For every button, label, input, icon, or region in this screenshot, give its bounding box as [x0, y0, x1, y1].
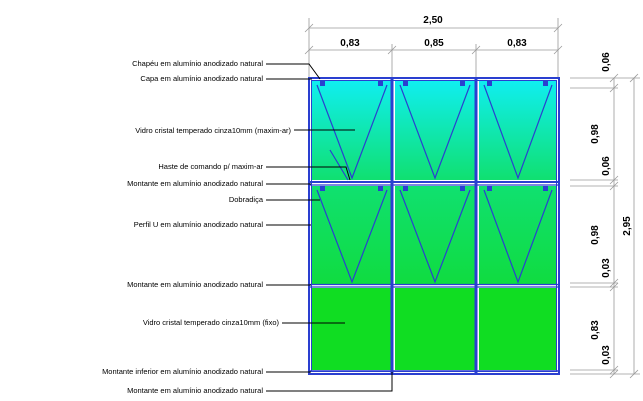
bottom-height: 0,03: [601, 345, 612, 365]
hinges: [320, 81, 548, 191]
label-capa: Capa em alumínio anodizado natural: [140, 74, 263, 83]
row-1-height: 0,98: [590, 124, 601, 144]
hinge: [320, 186, 325, 191]
glass-fixed-2: [395, 288, 475, 370]
glass-panels: [312, 81, 556, 370]
opening-indicators: [316, 84, 553, 284]
glass-fixed-1: [312, 288, 391, 370]
hinge: [460, 186, 465, 191]
label-vidro-maxim-ar: Vidro cristal temperado cinza10mm (maxim…: [135, 126, 291, 135]
glass-top-2: [395, 81, 475, 180]
glass-mid-3: [479, 186, 556, 284]
column-1-width: 0,83: [340, 38, 360, 49]
label-montante-1: Montante em alumínio anodizado natural: [127, 179, 263, 188]
hinge: [487, 186, 492, 191]
hinge: [487, 81, 492, 86]
top-cap-height: 0,06: [601, 52, 612, 72]
glass-mid-2: [395, 186, 475, 284]
hinge: [543, 81, 548, 86]
column-2-width: 0,85: [424, 38, 444, 49]
glass-fixed-3: [479, 288, 556, 370]
row-2-height: 0,98: [590, 225, 601, 245]
mid-transom-height: 0,06: [601, 156, 612, 176]
label-montante-3: Montante em alumínio anodizado natural: [127, 386, 263, 395]
row-3-height: 0,83: [590, 320, 601, 340]
total-height-dimension: 2,95: [622, 216, 633, 236]
low-transom-height: 0,03: [601, 258, 612, 278]
column-3-width: 0,83: [507, 38, 527, 49]
glass-mid-1: [312, 186, 391, 284]
annotation-labels: Chapéu em alumínio anodizado natural Cap…: [102, 59, 291, 395]
label-montante-2: Montante em alumínio anodizado natural: [127, 280, 263, 289]
hinge: [460, 81, 465, 86]
total-width-dimension: 2,50: [423, 15, 443, 26]
hinge: [543, 186, 548, 191]
hinge: [403, 81, 408, 86]
label-dobradica: Dobradiça: [229, 195, 264, 204]
hinge: [378, 186, 383, 191]
hinge: [403, 186, 408, 191]
glass-top-3: [479, 81, 556, 180]
label-montante-inferior: Montante inferior em alumínio anodizado …: [102, 367, 263, 376]
label-chapeu: Chapéu em alumínio anodizado natural: [132, 59, 263, 68]
hinge: [378, 81, 383, 86]
hinge: [320, 81, 325, 86]
label-haste: Haste de comando p/ maxim-ar: [158, 162, 263, 171]
width-dimensions: 2,50 0,83 0,85 0,83: [304, 15, 563, 78]
label-vidro-fixo: Vidro cristal temperado cinza10mm (fixo): [143, 318, 280, 327]
label-perfil-u: Perfil U em alumínio anodizado natural: [134, 220, 264, 229]
leader-lines: [266, 63, 393, 392]
aluminium-frame: [308, 77, 560, 375]
height-dimensions: 0,06 0,98 0,06 0,98 0,03 0,83 0,03 2,95: [570, 52, 640, 379]
